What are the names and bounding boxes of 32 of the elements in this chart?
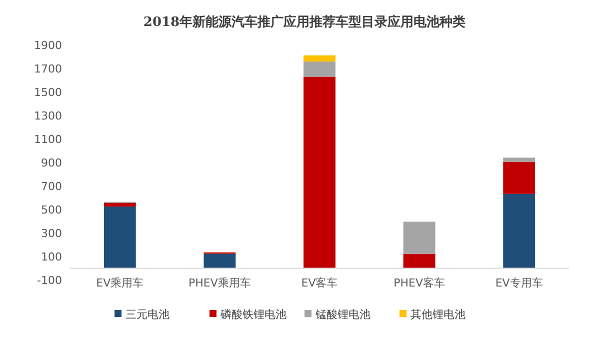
y-tick-label: 1900 [34,38,62,52]
bar [503,162,536,194]
bar [503,158,536,162]
bar [304,76,336,268]
x-tick-label: EV客车 [301,276,338,290]
bar [403,222,436,254]
chart-title: 2018年新能源汽车推广应用推荐车型目录应用电池种类 [143,14,466,30]
y-tick-label: -100 [37,274,62,287]
x-tick-label: PHEV乘用车 [188,276,251,290]
x-tick-label: EV乘用车 [96,276,144,290]
bar [304,62,336,77]
legend-label: 锰酸锂电池 [314,308,370,321]
bar [304,55,336,62]
x-tick-label: PHEV客车 [394,276,445,290]
y-tick-label: 1300 [34,109,62,122]
y-tick-label: 500 [41,203,62,216]
legend-label: 其他锂电池 [410,308,466,321]
bar [403,254,436,268]
y-tick-label: 300 [41,226,62,240]
bar [104,206,136,268]
y-tick-label: 700 [41,180,62,193]
y-tick-label: 1100 [34,132,62,146]
bar [204,254,236,268]
legend-label: 三元电池 [126,308,170,321]
x-tick-label: EV专用车 [495,276,543,290]
y-tick-label: 900 [41,156,62,170]
y-tick-label: 1700 [34,62,62,76]
legend-label: 磷酸铁锂电池 [220,308,286,321]
bar [503,194,536,268]
bar [104,202,136,207]
y-tick-label: 1500 [34,86,62,99]
y-tick-label: 100 [41,250,62,264]
